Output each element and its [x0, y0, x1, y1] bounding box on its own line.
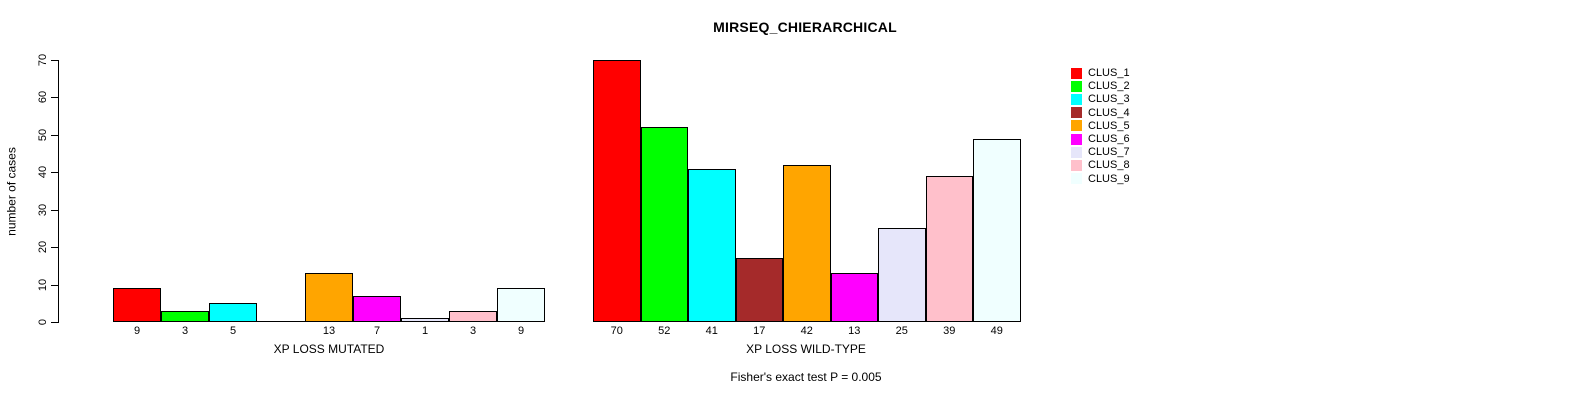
- bar-value-label: 41: [705, 325, 718, 337]
- y-axis-tick-label: 60: [37, 91, 49, 104]
- bar-CLUS_6-group2: [830, 273, 878, 322]
- legend-label: CLUS_8: [1088, 159, 1130, 172]
- bar-CLUS_9-group2: [973, 138, 1021, 322]
- y-axis-tick: [51, 285, 58, 286]
- legend-label: CLUS_1: [1088, 67, 1130, 79]
- bar-value-label: 25: [895, 325, 908, 337]
- legend-item-clus_1: CLUS_1: [1071, 67, 1130, 79]
- y-axis-tick: [51, 322, 58, 323]
- legend-swatch-icon: [1071, 133, 1082, 145]
- legend-swatch-icon: [1071, 107, 1082, 119]
- y-axis-tick: [51, 172, 58, 173]
- bar-CLUS_2-group1: [161, 310, 209, 322]
- legend-swatch-icon: [1071, 80, 1082, 92]
- bar-value-label: 13: [848, 325, 861, 337]
- bar-CLUS_7-group1: [401, 318, 449, 322]
- y-axis-line: [58, 60, 59, 323]
- legend-label: CLUS_4: [1088, 106, 1130, 119]
- legend-item-clus_7: CLUS_7: [1071, 146, 1130, 158]
- bar-value-label: 3: [181, 325, 189, 337]
- bar-value-label: 3: [469, 325, 477, 337]
- legend-item-clus_4: CLUS_4: [1071, 107, 1130, 119]
- bar-CLUS_1-group1: [113, 288, 161, 322]
- legend-swatch-icon: [1071, 120, 1082, 132]
- y-axis-tick: [51, 97, 58, 98]
- bar-CLUS_3-group1: [209, 303, 257, 322]
- legend-swatch-icon: [1071, 146, 1082, 158]
- legend-label: CLUS_5: [1088, 119, 1130, 132]
- bar-value-label: 13: [322, 325, 336, 337]
- bar-CLUS_3-group2: [688, 168, 736, 322]
- bar-value-label: 1: [421, 325, 429, 337]
- bar-value-label: 49: [990, 325, 1003, 337]
- y-axis-tick: [51, 135, 58, 136]
- bar-value-label: 39: [943, 325, 956, 337]
- chart-title: MIRSEQ_CHIERARCHICAL: [713, 19, 897, 35]
- legend-label: CLUS_2: [1088, 80, 1130, 93]
- y-axis-tick: [51, 247, 58, 248]
- x-axis-label-wild-type: XP LOSS WILD-TYPE: [746, 342, 866, 356]
- bar-CLUS_5-group2: [783, 164, 831, 322]
- legend-label: CLUS_3: [1088, 93, 1130, 106]
- bar-value-label: 70: [610, 325, 623, 337]
- legend-swatch-icon: [1071, 93, 1082, 105]
- y-axis-tick: [51, 210, 58, 211]
- bar-CLUS_8-group1: [449, 310, 497, 322]
- y-axis-tick: [51, 60, 58, 61]
- annotation-fisher-test: Fisher's exact test P = 0.005: [730, 370, 882, 384]
- bar-CLUS_9-group1: [497, 288, 545, 322]
- bar-CLUS_8-group2: [925, 176, 973, 322]
- bar-value-label: 9: [133, 325, 141, 337]
- y-axis-tick-label: 0: [37, 318, 49, 326]
- legend-label: CLUS_9: [1088, 172, 1130, 185]
- bar-CLUS_2-group2: [640, 127, 688, 322]
- y-axis-title: number of cases: [4, 147, 19, 236]
- bar-CLUS_5-group1: [305, 273, 353, 322]
- legend-item-clus_9: CLUS_9: [1071, 173, 1130, 185]
- x-axis-label-mutated: XP LOSS MUTATED: [273, 342, 385, 356]
- legend-swatch-icon: [1071, 159, 1082, 171]
- bar-CLUS_4-group1: [257, 321, 305, 322]
- legend-label: CLUS_6: [1088, 133, 1130, 145]
- legend-swatch-icon: [1071, 67, 1082, 79]
- bar-CLUS_1-group2: [593, 60, 641, 322]
- legend-item-clus_2: CLUS_2: [1071, 80, 1130, 92]
- legend-label: CLUS_7: [1088, 146, 1130, 159]
- bar-value-label: 42: [800, 325, 813, 337]
- legend-item-clus_3: CLUS_3: [1071, 93, 1130, 105]
- y-axis-tick-label: 70: [37, 53, 49, 67]
- legend-item-clus_6: CLUS_6: [1071, 133, 1130, 145]
- bar-CLUS_4-group2: [735, 258, 783, 322]
- bar-value-label: 17: [753, 325, 766, 337]
- y-axis-tick-label: 40: [37, 166, 49, 179]
- bar-CLUS_6-group1: [353, 295, 401, 322]
- y-axis-tick-label: 10: [37, 278, 49, 291]
- y-axis-tick-label: 30: [37, 203, 49, 216]
- y-axis-tick-label: 50: [37, 128, 49, 142]
- legend-item-clus_8: CLUS_8: [1071, 159, 1130, 171]
- bar-value-label: 7: [373, 325, 381, 337]
- bar-value-label: 5: [229, 325, 237, 337]
- bar-value-label: 52: [658, 325, 671, 337]
- legend-swatch-icon: [1071, 173, 1082, 185]
- bar-value-label: 9: [517, 325, 525, 337]
- legend-item-clus_5: CLUS_5: [1071, 120, 1130, 132]
- y-axis-tick-label: 20: [37, 240, 49, 254]
- bar-CLUS_7-group2: [878, 228, 926, 322]
